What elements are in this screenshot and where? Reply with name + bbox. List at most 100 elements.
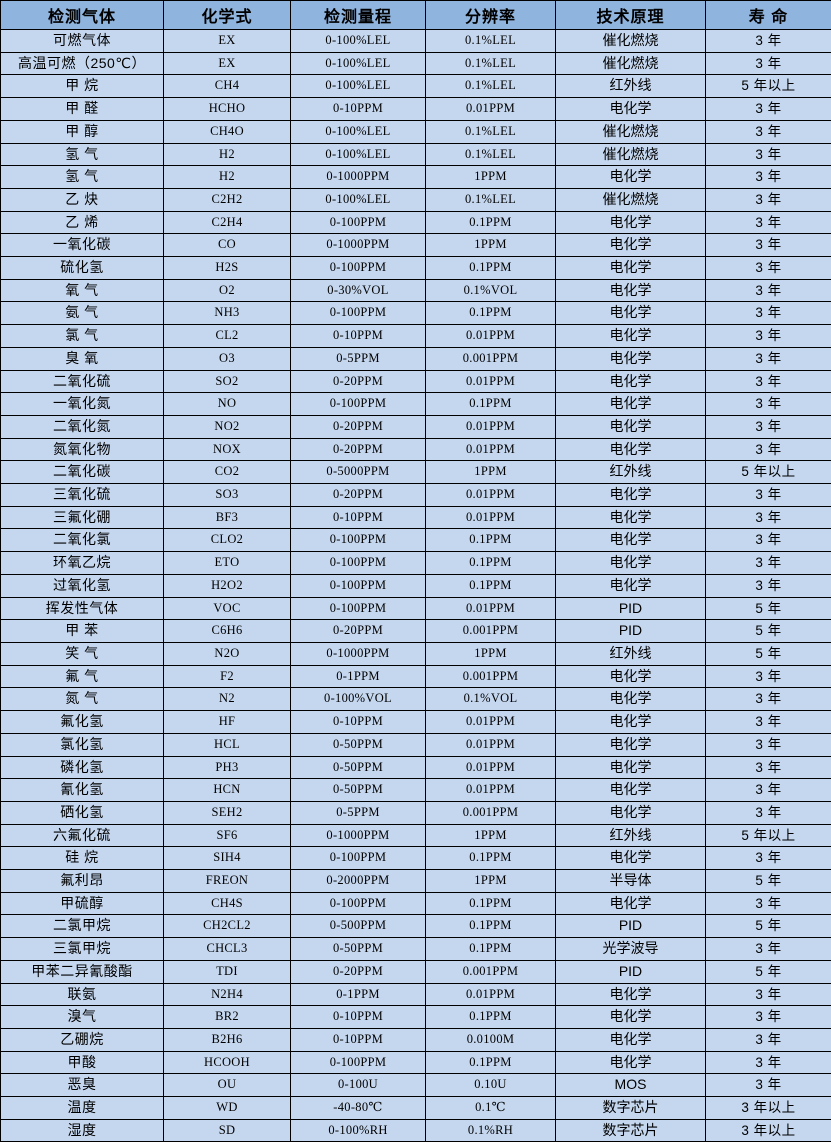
cell-range: 0-1000PPM	[291, 166, 426, 189]
cell-tech: 电化学	[556, 529, 706, 552]
cell-tech: 电化学	[556, 302, 706, 325]
cell-gas: 氯化氢	[1, 733, 164, 756]
cell-tech: 半导体	[556, 870, 706, 893]
cell-life: 5 年	[706, 960, 831, 983]
cell-life: 3 年	[706, 688, 831, 711]
cell-tech: 光学波导	[556, 938, 706, 961]
cell-form: F2	[164, 665, 291, 688]
cell-range: 0-20PPM	[291, 438, 426, 461]
cell-res: 0.1PPM	[426, 847, 556, 870]
cell-res: 1PPM	[426, 824, 556, 847]
cell-form: EX	[164, 30, 291, 53]
cell-life: 3 年	[706, 30, 831, 53]
cell-life: 3 年	[706, 711, 831, 734]
cell-gas: 硫化氢	[1, 257, 164, 280]
cell-gas: 乙 烯	[1, 211, 164, 234]
column-header-resolution: 分辨率	[426, 1, 556, 30]
cell-form: HF	[164, 711, 291, 734]
cell-form: HCN	[164, 779, 291, 802]
cell-gas: 温度	[1, 1097, 164, 1120]
cell-tech: 电化学	[556, 665, 706, 688]
cell-gas: 硅 烷	[1, 847, 164, 870]
cell-res: 0.1%LEL	[426, 75, 556, 98]
cell-tech: 电化学	[556, 756, 706, 779]
cell-tech: 电化学	[556, 801, 706, 824]
cell-res: 0.1%RH	[426, 1119, 556, 1142]
cell-range: 0-100PPM	[291, 393, 426, 416]
cell-tech: 电化学	[556, 347, 706, 370]
cell-tech: 电化学	[556, 688, 706, 711]
cell-res: 0.1PPM	[426, 1051, 556, 1074]
cell-life: 3 年	[706, 188, 831, 211]
cell-life: 3 年	[706, 120, 831, 143]
cell-res: 0.001PPM	[426, 620, 556, 643]
cell-gas: 二氧化碳	[1, 461, 164, 484]
cell-form: SEH2	[164, 801, 291, 824]
cell-gas: 湿度	[1, 1119, 164, 1142]
cell-life: 3 年	[706, 938, 831, 961]
cell-tech: 电化学	[556, 279, 706, 302]
cell-range: 0-100PPM	[291, 597, 426, 620]
cell-life: 3 年	[706, 166, 831, 189]
cell-life: 3 年	[706, 779, 831, 802]
cell-life: 3 年	[706, 733, 831, 756]
cell-life: 5 年	[706, 915, 831, 938]
cell-tech: MOS	[556, 1074, 706, 1097]
cell-range: 0-50PPM	[291, 779, 426, 802]
cell-tech: 催化燃烧	[556, 188, 706, 211]
cell-gas: 甲硫醇	[1, 892, 164, 915]
cell-range: 0-100%LEL	[291, 75, 426, 98]
cell-res: 0.01PPM	[426, 756, 556, 779]
cell-life: 3 年	[706, 1006, 831, 1029]
cell-life: 3 年	[706, 325, 831, 348]
cell-gas: 乙硼烷	[1, 1028, 164, 1051]
cell-tech: 红外线	[556, 642, 706, 665]
cell-tech: 电化学	[556, 892, 706, 915]
cell-life: 3 年	[706, 1074, 831, 1097]
cell-tech: 催化燃烧	[556, 143, 706, 166]
cell-res: 0.01PPM	[426, 983, 556, 1006]
cell-form: C6H6	[164, 620, 291, 643]
cell-gas: 甲酸	[1, 1051, 164, 1074]
cell-res: 1PPM	[426, 234, 556, 257]
column-header-gas: 检测气体	[1, 1, 164, 30]
cell-range: 0-1000PPM	[291, 824, 426, 847]
cell-res: 0.01PPM	[426, 98, 556, 121]
cell-form: CO	[164, 234, 291, 257]
cell-range: 0-20PPM	[291, 484, 426, 507]
cell-form: NH3	[164, 302, 291, 325]
cell-range: 0-20PPM	[291, 620, 426, 643]
cell-life: 5 年	[706, 870, 831, 893]
cell-res: 0.01PPM	[426, 484, 556, 507]
cell-gas: 挥发性气体	[1, 597, 164, 620]
cell-gas: 二氧化氮	[1, 415, 164, 438]
cell-tech: PID	[556, 620, 706, 643]
column-header-lifespan: 寿 命	[706, 1, 831, 30]
cell-life: 5 年	[706, 642, 831, 665]
cell-tech: 电化学	[556, 98, 706, 121]
cell-res: 0.1%LEL	[426, 120, 556, 143]
cell-gas: 溴气	[1, 1006, 164, 1029]
cell-life: 3 年	[706, 506, 831, 529]
cell-tech: 电化学	[556, 211, 706, 234]
cell-life: 3 年	[706, 52, 831, 75]
column-header-formula: 化学式	[164, 1, 291, 30]
cell-tech: 电化学	[556, 257, 706, 280]
cell-form: N2H4	[164, 983, 291, 1006]
cell-life: 3 年	[706, 1028, 831, 1051]
cell-form: N2	[164, 688, 291, 711]
